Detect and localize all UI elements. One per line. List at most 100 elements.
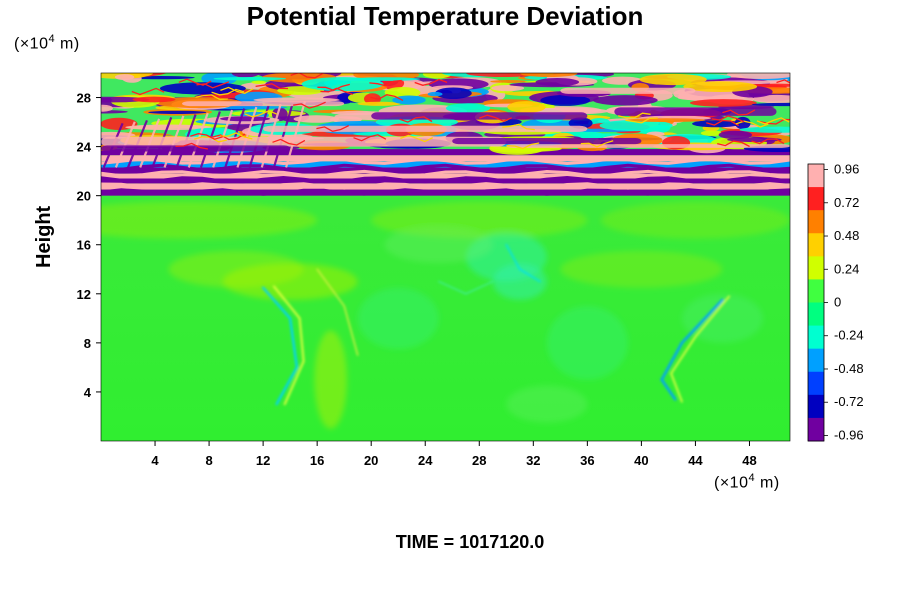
contour-squiggle [706,119,740,127]
contour-squiggle [272,138,306,146]
wave-streak [272,102,294,168]
contour-squiggle [756,117,790,125]
contour-squiggle [219,132,253,140]
x-axis: 4 8 12 16 20 24 28 32 36 40 44 48 [151,441,757,468]
contour-squiggle [290,73,324,79]
thin-arc [262,286,299,406]
colorbar-segment [808,233,824,257]
colorbar: 0.96 0.72 0.48 0.24 0 -0.24 -0.48 -0.72 -0.96 [807,162,864,442]
purple-streak [452,138,642,145]
plume-blob [506,385,588,423]
plume-blob [492,263,547,300]
turbulence-cell [490,80,527,83]
plume-blob [384,226,493,264]
contour-squiggle [369,79,402,87]
contour-squiggle [316,125,350,132]
thin-arc [438,280,494,295]
y-tick-label: 8 [84,336,91,351]
turbulence-cell [132,96,176,103]
strat-band [101,173,790,179]
lower-field-arcs [262,243,731,406]
turbulence-cell [159,82,246,95]
x-tick-label: 36 [580,453,594,468]
turbulence-cell [726,73,790,79]
turbulence-cell [427,91,443,97]
purple-streak [101,145,291,152]
plot-frame [100,72,791,442]
colorbar-label: 0.96 [834,162,859,177]
colorbar-label: 0.72 [834,195,859,210]
turbulence-cell [626,118,706,122]
turbulence-cell [639,73,707,86]
x-tick-label: 20 [364,453,378,468]
plume-blob [600,201,790,239]
strat-wave [101,163,790,172]
colorbar-label: -0.72 [834,394,864,409]
x-tick-label: 28 [472,453,486,468]
x-tick-label: 12 [256,453,270,468]
contour-squiggle [506,142,540,150]
turbulence-cell [101,104,113,112]
contour-squiggle [414,78,448,86]
colorbar-label: -0.48 [834,361,864,376]
turbulence-cell [718,130,752,140]
colorbar-segment [808,394,824,419]
colorbar-segment [808,348,824,373]
turbulence-cell [599,119,673,132]
purple-streak [371,112,588,120]
turbulence-cell [689,99,757,107]
colorbar-label: 0.48 [834,228,859,243]
x-tick-label: 32 [526,453,540,468]
y-tick-label: 16 [77,238,91,253]
contour-squiggle [502,123,535,131]
turbulence-cell [293,115,340,123]
contour-squiggle [717,140,750,148]
turbulence-cell [520,73,578,77]
wave-streak [260,103,282,168]
turbulence-cell [231,73,260,78]
chart-title: Potential Temperature Deviation [246,1,644,31]
contour-squiggle [212,133,246,141]
turbulence-cell [213,77,287,81]
contour-squiggle [399,116,433,123]
turbulence-cell [253,97,340,103]
turbulence-cell [219,116,271,122]
plume-blob [681,293,763,343]
upper-turbulent-field [101,73,790,168]
contour-squiggle [175,142,209,150]
y-axis: 4 8 12 16 20 24 28 [77,91,101,400]
y-tick-label: 20 [77,189,91,204]
x-unit-exponent: 4 [748,472,756,484]
contour-squiggle [479,114,512,122]
turbulence-cell [301,77,384,92]
turbulence-cell [739,126,790,133]
turbulence-cell [592,95,658,106]
contour-squiggle [400,134,434,143]
turbulence-cell [357,101,401,106]
thin-arc [660,298,724,401]
thin-arc [272,285,305,406]
contour-squiggle [178,78,212,86]
colorbar-label: -0.24 [834,328,864,343]
wave-streak [248,105,270,168]
y-unit-prefix: (×10 [14,35,49,53]
contour-squiggle [211,88,245,96]
strat-wave [101,169,790,178]
contour-squiggle [195,94,228,101]
turbulence-cell [392,95,426,105]
contour-squiggle [625,117,658,124]
plume-blob [314,330,347,429]
contour-squiggle [320,87,354,96]
x-unit-suffix: m) [755,474,780,492]
contour-squiggle [370,94,404,101]
y-unit-exponent: 4 [48,33,56,45]
turbulence-cell [540,94,591,106]
heatmap-plot-area [101,73,790,441]
contour-squiggle [711,115,745,123]
colorbar-label: 0.24 [834,261,859,276]
thin-arc [316,268,359,356]
turbulence-cell [114,74,135,81]
strat-wave [101,182,790,190]
pink-streak [263,125,588,132]
turbulence-cell [384,87,421,98]
